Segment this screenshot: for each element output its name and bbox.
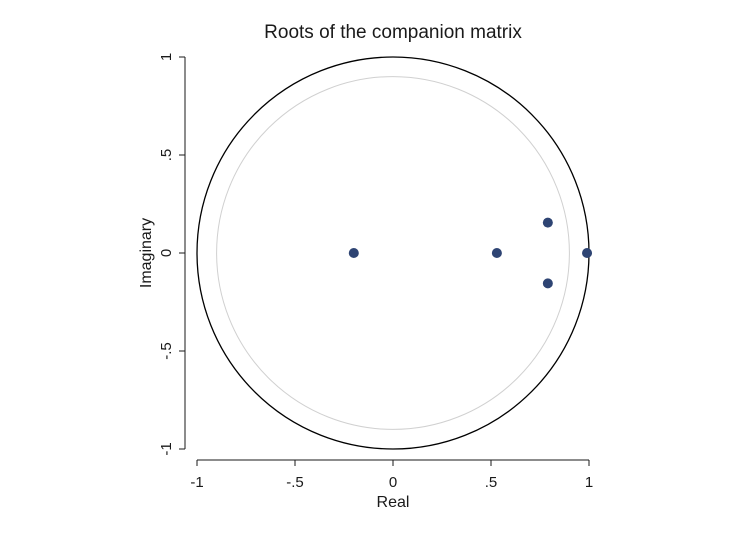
unit-circle: [196, 56, 590, 450]
root-point: [348, 248, 359, 258]
reference-circle: [216, 76, 570, 430]
x-axis-label: Real: [377, 494, 410, 511]
x-tick-label: -.5: [286, 474, 304, 491]
x-tick-label: 0: [389, 474, 397, 491]
x-axis-ticks: -1 -.5 0 .5 1: [190, 460, 593, 491]
y-axis-label: Imaginary: [138, 218, 155, 288]
chart-title: Roots of the companion matrix: [264, 22, 522, 43]
x-tick-label: 1: [585, 474, 593, 491]
root-point: [582, 248, 593, 258]
y-tick-label: .5: [158, 149, 175, 162]
plot-area: [196, 56, 593, 450]
x-tick-label: -1: [190, 474, 203, 491]
root-point: [542, 278, 553, 289]
x-tick-label: .5: [485, 474, 498, 491]
root-point: [491, 248, 502, 258]
y-axis-ticks: -1 -.5 0 .5 1: [158, 53, 185, 456]
y-tick-label: 0: [158, 249, 175, 257]
root-point: [542, 217, 553, 228]
y-tick-label: 1: [158, 53, 175, 61]
y-tick-label: -1: [158, 442, 175, 455]
y-tick-label: -.5: [158, 342, 175, 360]
